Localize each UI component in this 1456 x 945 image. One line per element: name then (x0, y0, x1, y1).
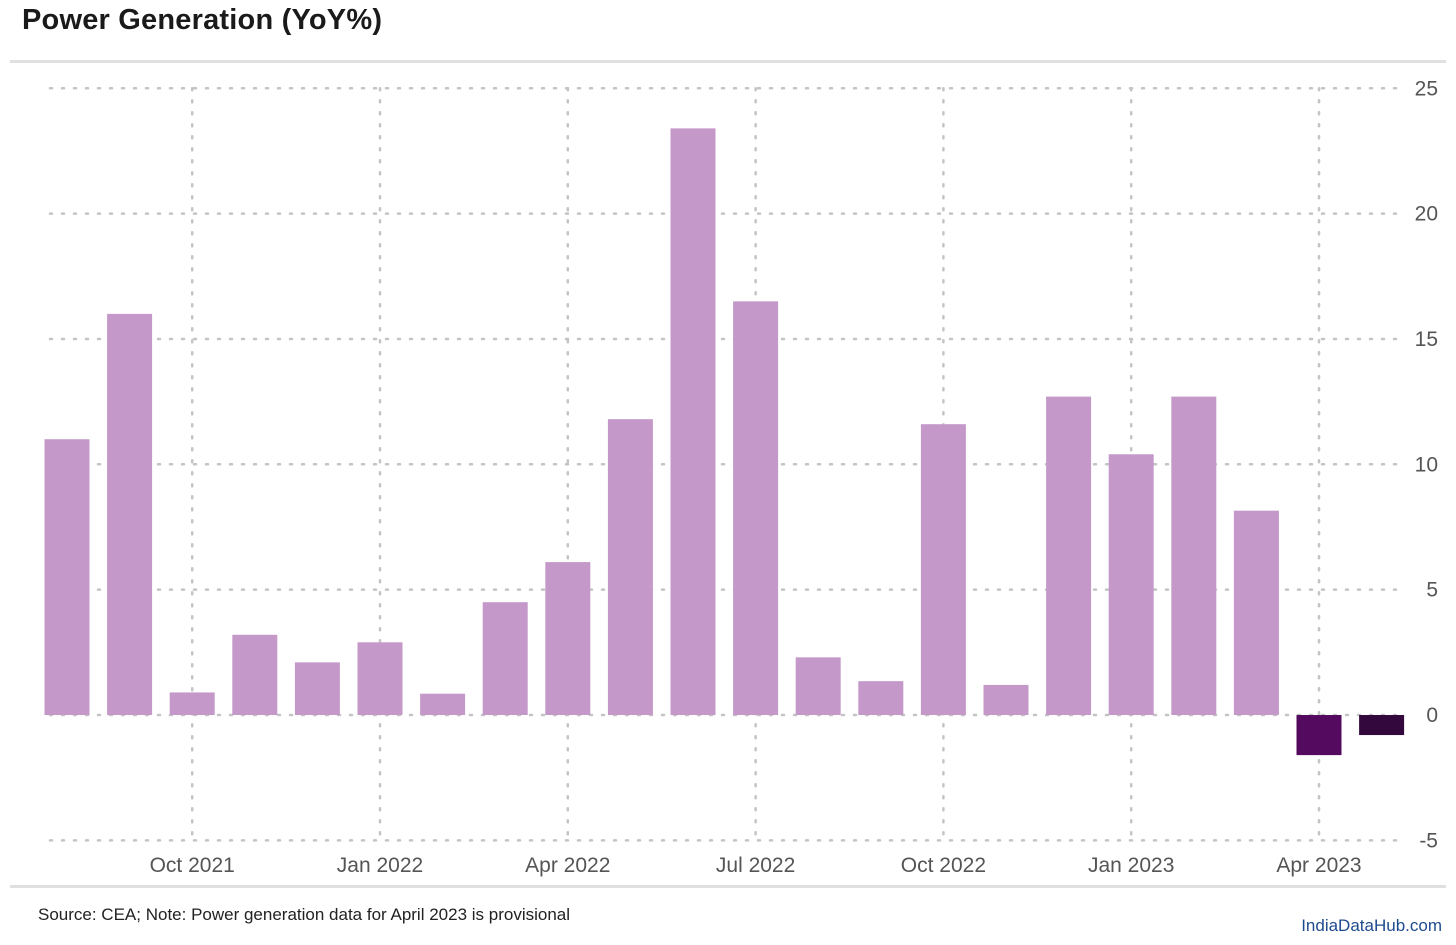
bar-nov-2022 (983, 684, 1029, 715)
x-tick-label: Apr 2022 (525, 854, 610, 877)
y-tick-label: 10 (1415, 453, 1438, 476)
chart-title: Power Generation (YoY%) (22, 4, 383, 36)
bar-oct-2021 (169, 692, 215, 715)
y-axis-tick-labels: -5 0 5 10 15 20 25 (1415, 77, 1438, 852)
bar-sep-2022 (858, 681, 904, 715)
horizontal-gridlines (48, 87, 1400, 842)
x-tick-label: Oct 2022 (901, 854, 986, 877)
y-tick-label: 25 (1415, 77, 1438, 100)
x-axis-tick-labels: Oct 2021 Jan 2022 Apr 2022 Jul 2022 Oct 2022… (150, 854, 1362, 877)
bar-jan-2022 (357, 642, 403, 715)
bar-mar-2023 (1233, 510, 1279, 715)
bar-feb-2022 (420, 693, 466, 715)
bar-dec-2021 (294, 662, 340, 715)
bars (44, 128, 1405, 756)
bar-nov-2021 (232, 634, 278, 715)
bar-feb-2023 (1171, 396, 1217, 715)
bar-aug-2022 (795, 657, 841, 715)
bar-oct-2022 (920, 424, 966, 715)
x-tick-label: Jan 2022 (337, 854, 423, 877)
brand-link[interactable]: IndiaDataHub.com (1301, 916, 1442, 935)
bar-may-2022 (607, 419, 653, 715)
x-tick-label: Apr 2023 (1276, 854, 1361, 877)
bar-apr-2023 (1296, 715, 1342, 756)
bar-jun-2022 (670, 128, 716, 715)
bar-aug-2021 (44, 439, 90, 715)
x-tick-label: Oct 2021 (150, 854, 235, 877)
y-tick-label: 20 (1415, 203, 1438, 226)
y-tick-label: 5 (1426, 579, 1438, 602)
x-tick-label: Jul 2022 (716, 854, 795, 877)
bottom-divider (10, 885, 1446, 888)
top-divider (10, 60, 1446, 63)
bar-may-2023 (1359, 715, 1405, 736)
source-note: Source: CEA; Note: Power generation data… (38, 905, 571, 924)
bar-sep-2021 (107, 313, 153, 715)
bar-jul-2022 (733, 301, 779, 715)
bar-jan-2023 (1108, 454, 1154, 715)
y-tick-label: -5 (1419, 829, 1438, 852)
bar-apr-2022 (545, 562, 591, 715)
bar-dec-2022 (1046, 396, 1092, 715)
y-tick-label: 15 (1415, 328, 1438, 351)
x-tick-label: Jan 2023 (1088, 854, 1174, 877)
y-tick-label: 0 (1426, 704, 1438, 727)
bar-mar-2022 (482, 602, 528, 715)
